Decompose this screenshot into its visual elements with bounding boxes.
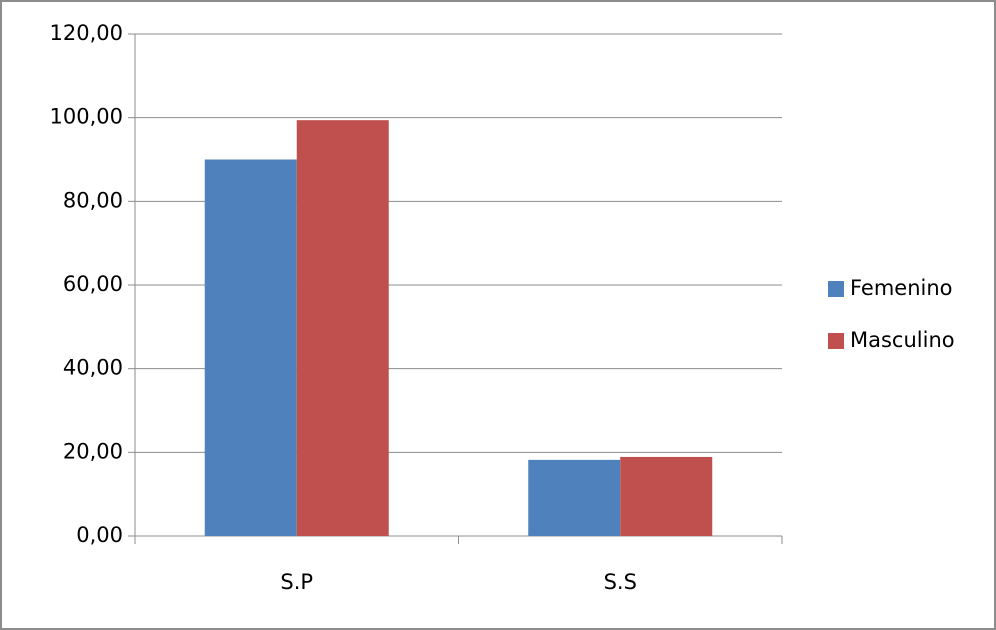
y-tick-label: 120,00 xyxy=(50,21,123,45)
y-tick-label: 100,00 xyxy=(50,105,123,129)
bar xyxy=(528,459,621,536)
y-tick-label: 80,00 xyxy=(63,188,123,212)
legend-swatch xyxy=(828,333,844,349)
y-tick-label: 60,00 xyxy=(63,272,123,296)
bar xyxy=(620,456,713,536)
legend-swatch xyxy=(828,281,844,297)
legend-label: Masculino xyxy=(850,328,955,352)
bar xyxy=(204,159,297,536)
x-tick-label: S.P xyxy=(280,570,313,594)
y-tick-label: 20,00 xyxy=(63,439,123,463)
x-tick-label: S.S xyxy=(604,570,637,594)
bar xyxy=(296,120,389,536)
y-tick-label: 40,00 xyxy=(63,356,123,380)
legend-label: Femenino xyxy=(850,276,953,300)
y-tick-label: 0,00 xyxy=(76,523,123,547)
